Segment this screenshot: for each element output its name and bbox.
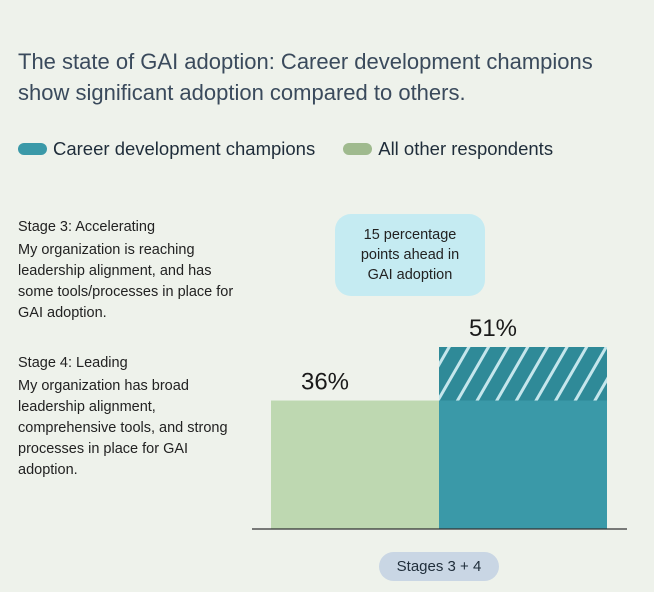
legend-swatch-others [343, 143, 373, 155]
x-category-label: Stages 3 + 4 [379, 552, 499, 581]
legend-label-champions: Career development champions [53, 138, 316, 159]
stage-4-description: Stage 4: Leading My organization has bro… [18, 355, 238, 481]
stage-4-title: Stage 4: Leading [18, 355, 128, 371]
legend: Career development champions All other r… [18, 138, 581, 160]
legend-item-champions: Career development champions [18, 138, 315, 160]
bar-champions-difference-hatch [439, 347, 607, 401]
chart-title: The state of GAI adoption: Career develo… [18, 49, 593, 105]
stage-3-text: My organization is reaching leadership a… [18, 242, 234, 321]
legend-item-others: All other respondents [343, 138, 553, 160]
legend-swatch-champions [18, 143, 47, 155]
legend-label-others: All other respondents [378, 138, 554, 159]
data-label-others: 36% [301, 369, 349, 396]
stage-4-text: My organization has broad leadership ali… [18, 378, 228, 478]
stage-3-description: Stage 3: Accelerating My organization is… [18, 219, 238, 324]
stage-3-title: Stage 3: Accelerating [18, 219, 156, 235]
difference-callout: 15 percentage points ahead in GAI adopti… [335, 214, 485, 296]
bar-others [271, 400, 439, 529]
data-label-champions: 51% [469, 315, 517, 342]
callout-text: 15 percentage points ahead in GAI adopti… [360, 227, 460, 283]
